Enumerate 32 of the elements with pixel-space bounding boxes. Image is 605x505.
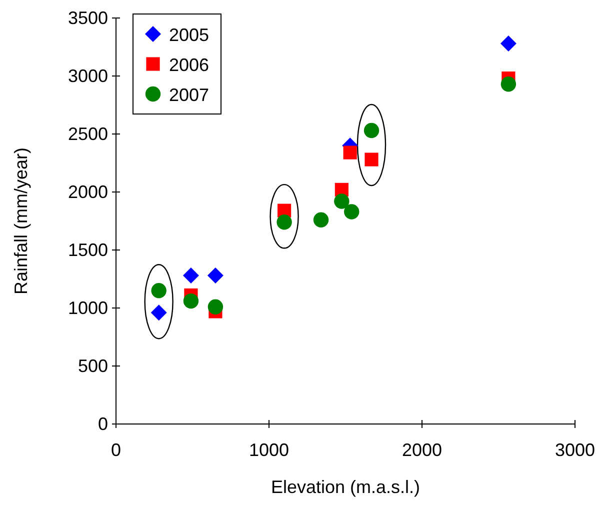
point [500,36,516,52]
x-tick-label: 0 [110,440,122,460]
point [207,268,224,284]
y-tick-label: 1500 [68,240,108,260]
point [343,146,357,160]
y-tick-label: 3000 [68,66,108,86]
point [276,214,292,230]
point [151,283,166,298]
y-tick-label: 500 [78,356,108,376]
legend-label: 2007 [169,85,210,105]
point [182,268,199,284]
legend-label: 2005 [169,25,210,45]
point [150,304,167,321]
point [183,293,199,309]
point [208,299,224,314]
legend-label: 2006 [169,55,210,75]
y-tick-label: 1000 [68,298,108,318]
point [500,76,516,92]
y-axis-title: Rainfall (mm/year) [11,147,31,295]
point [344,204,360,220]
x-tick-label: 2000 [402,440,442,460]
point [364,122,380,138]
y-tick-label: 2500 [68,124,108,144]
x-tick-label: 1000 [248,440,290,460]
y-tick-label: 2000 [68,182,108,202]
point [364,152,378,166]
x-tick-label: 3000 [554,440,596,460]
point [334,194,350,209]
y-tick-label: 3500 [68,8,108,28]
y-tick-label: 0 [98,414,108,434]
x-axis-title: Elevation (m.a.s.l.) [270,477,420,497]
point [313,212,329,228]
